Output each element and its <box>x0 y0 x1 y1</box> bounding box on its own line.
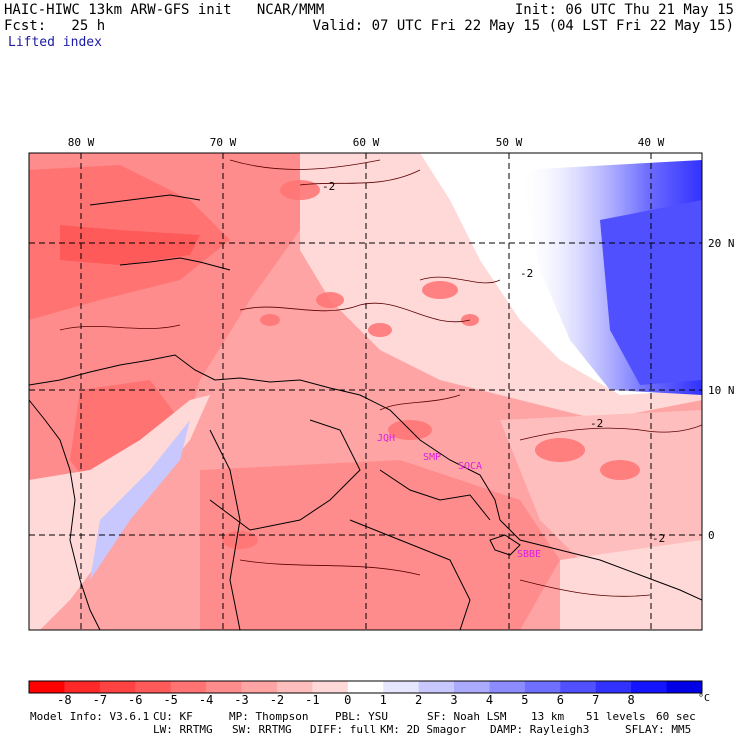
contour-label: -2 <box>520 267 533 280</box>
field-southeast <box>560 540 702 630</box>
graticule <box>29 153 702 630</box>
colorbar-tick-label: -4 <box>198 693 214 707</box>
footer-sw: SW: RRTMG <box>232 723 292 736</box>
init-time: Init: 06 UTC Thu 21 May 15 <box>514 2 734 18</box>
colorbar-swatch <box>64 681 101 693</box>
colorbar-tick-label: -8 <box>57 693 72 707</box>
station-labels: JQH SMP SOCA SBBE <box>377 433 541 560</box>
field-pacific-blue <box>90 420 190 580</box>
map-field <box>29 153 702 630</box>
coastlines <box>29 194 702 630</box>
colorbar-swatch <box>312 681 349 693</box>
field-stable-core <box>600 200 702 385</box>
convective-cells <box>222 180 640 549</box>
lat-label: 20 N <box>708 237 735 250</box>
colorbar-tick-label: 0 <box>344 693 352 707</box>
lat-label: 10 N <box>708 384 735 397</box>
colorbar-swatch <box>524 681 561 693</box>
field-amazon <box>200 460 560 630</box>
colorbar-tick-label: 4 <box>485 693 494 707</box>
colorbar-swatch <box>99 681 136 693</box>
colorbar-tick-label: 7 <box>592 693 600 707</box>
footer-km: KM: 2D Smagor <box>380 723 467 736</box>
colorbar-swatch <box>418 681 455 693</box>
contour-label: -2 <box>590 417 603 430</box>
footer-damp: DAMP: Rayleigh3 <box>490 723 590 736</box>
colorbar-frame <box>28 680 703 694</box>
colorbar-swatch <box>206 681 243 693</box>
footer-diff: DIFF: full <box>310 723 377 736</box>
colorbar-tick-label: -5 <box>163 693 178 707</box>
footer-levels: 51 levels <box>586 710 646 723</box>
lon-labels: 80 W 70 W 60 W 50 W 40 W <box>68 136 665 149</box>
colorbar-tick-label: -6 <box>128 693 143 707</box>
lat-label: 0 <box>708 529 715 542</box>
contour-label: -2 <box>322 180 335 193</box>
contour-label: -2 <box>652 532 665 545</box>
map-frame <box>28 152 703 631</box>
colorbar-tick-label: 6 <box>556 693 564 707</box>
station-label: SBBE <box>517 549 541 560</box>
station-label: SOCA <box>458 461 482 472</box>
colorbar-swatch <box>489 681 526 693</box>
lon-label: 40 W <box>638 136 665 149</box>
colorbar-tick-label: 5 <box>521 693 529 707</box>
colorbar-tick-label: 3 <box>450 693 458 707</box>
colorbar-swatch <box>454 681 490 693</box>
lon-label: 80 W <box>68 136 95 149</box>
station-label: JQH <box>377 433 395 444</box>
colorbar-tick-label: -3 <box>234 693 249 707</box>
footer-lw: LW: RRTMG <box>153 723 213 736</box>
colorbar-swatch <box>595 681 632 693</box>
colorbar-swatch <box>276 681 313 693</box>
footer-resolution: 13 km <box>531 710 565 723</box>
footer-sf: SF: Noah LSM <box>427 710 507 723</box>
colorbar-tick-label: -7 <box>92 693 108 707</box>
colorbar-swatch <box>347 681 384 693</box>
footer-mp: MP: Thompson <box>229 710 309 723</box>
contours <box>59 159 702 597</box>
valid-time: Valid: 07 UTC Fri 22 May 15 (04 LST Fri … <box>312 18 734 34</box>
colorbar-swatch <box>170 681 207 693</box>
model-title: HAIC-HIWC 13km ARW-GFS init NCAR/MMM <box>4 2 325 18</box>
footer-sflay: SFLAY: MM5 <box>625 723 692 736</box>
colorbar-swatch <box>631 681 668 693</box>
footer-pbl: PBL: YSU <box>335 710 388 723</box>
lon-label: 70 W <box>210 136 237 149</box>
colorbar-swatch <box>29 681 65 693</box>
colorbar-swatch <box>666 681 703 693</box>
station-label: SMP <box>423 452 441 463</box>
forecast-hour: Fcst: 25 h <box>4 18 106 34</box>
colorbar-tick-label: 1 <box>379 693 387 707</box>
colorbar-swatch <box>383 681 420 693</box>
colorbar-swatch <box>560 681 597 693</box>
colorbar-tick-label: 8 <box>627 693 635 707</box>
colorbar-swatch <box>241 681 278 693</box>
colorbar-tick-label: -2 <box>269 693 285 707</box>
colorbar-tick-label: 2 <box>415 693 423 707</box>
lat-labels: 20 N 10 N 0 <box>708 237 735 542</box>
colorbar-tick-label: -1 <box>305 693 320 707</box>
lon-label: 50 W <box>496 136 523 149</box>
footer-timestep: 60 sec <box>656 710 696 723</box>
colorbar-swatch <box>135 681 172 693</box>
colorbar <box>29 681 703 693</box>
field-caribbean-core <box>60 225 200 265</box>
field-name: Lifted index <box>8 35 102 50</box>
footer-model-info: Model Info: V3.6.1 <box>30 710 150 723</box>
lon-label: 60 W <box>353 136 380 149</box>
colorbar-unit: °C <box>697 693 711 704</box>
footer-cu: CU: KF <box>153 710 193 723</box>
contour-value-labels: -2 -2 -2 -2 <box>322 180 665 545</box>
